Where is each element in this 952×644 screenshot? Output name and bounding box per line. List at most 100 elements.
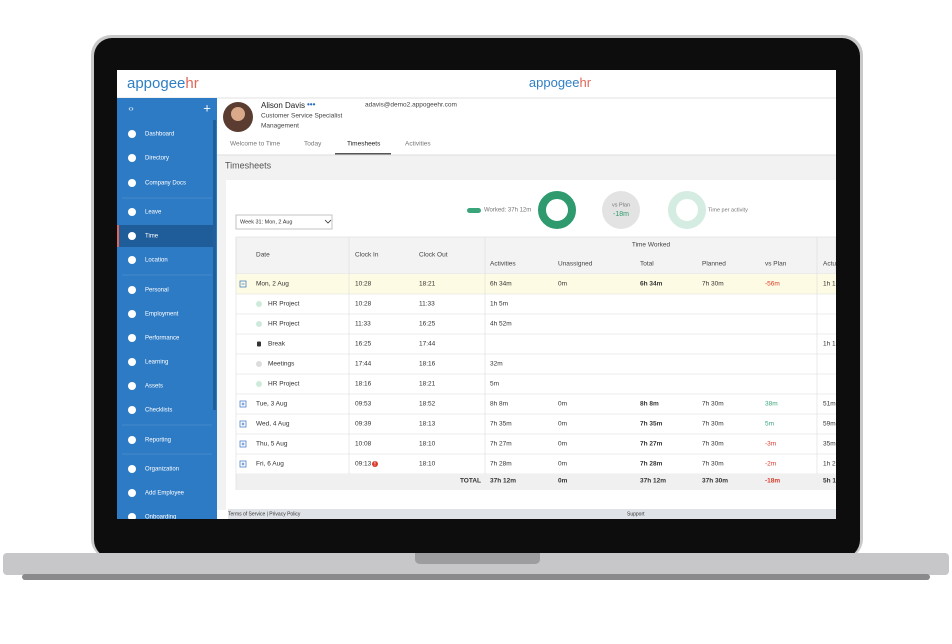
- cell-vs-plan: -3m: [765, 441, 776, 448]
- profile-name: Alison Davis: [261, 101, 305, 110]
- sidebar-item[interactable]: Checklists: [145, 408, 172, 414]
- cell-clock-out: 18:16: [419, 361, 436, 368]
- cell-clock-out: 18:10: [419, 461, 436, 468]
- tab[interactable]: Welcome to Time: [230, 141, 280, 148]
- sidebar-scrollbar: [213, 120, 216, 410]
- total-actual: 5h 1: [823, 478, 836, 485]
- tab[interactable]: Timesheets: [347, 141, 381, 148]
- tab[interactable]: Activities: [405, 141, 431, 148]
- footer-support[interactable]: Support: [627, 511, 645, 517]
- sidebar-item[interactable]: Reporting: [145, 438, 171, 444]
- sidebar-item[interactable]: Company Docs: [145, 181, 186, 187]
- sidebar-item[interactable]: Location: [145, 258, 168, 264]
- activity-donut: [668, 191, 706, 229]
- sidebar-icon: [128, 130, 136, 138]
- cell-total: 7h 28m: [640, 461, 663, 468]
- sidebar-item[interactable]: Directory: [145, 156, 169, 162]
- expand-button[interactable]: [239, 440, 247, 448]
- column-header: vs Plan: [765, 261, 787, 268]
- page-title: Timesheets: [225, 160, 272, 170]
- tab-underline: [335, 153, 391, 155]
- cell-unassigned: 0m: [558, 421, 567, 428]
- expand-button[interactable]: [239, 420, 247, 428]
- column-header: Unassigned: [558, 261, 593, 268]
- worked-pill: [467, 208, 481, 213]
- sidebar-icon: [128, 465, 136, 473]
- worked-label: Worked: 37h 12m: [484, 208, 531, 214]
- cell-activities: 32m: [490, 361, 503, 368]
- collapse-button[interactable]: [239, 280, 247, 288]
- cell-clock-out: 18:21: [419, 381, 436, 388]
- button-sign: [241, 462, 245, 466]
- sidebar-item[interactable]: Employment: [145, 312, 179, 318]
- table-header-bg: [235, 236, 836, 275]
- cell-actual: 1h 1: [823, 341, 836, 348]
- sidebar-item[interactable]: Performance: [145, 336, 180, 342]
- entry-name: Break: [268, 341, 286, 348]
- avatar-face: [231, 107, 245, 121]
- cell-clock-in: 11:33: [355, 321, 371, 328]
- sidebar-item[interactable]: Personal: [145, 288, 169, 294]
- sidebar-item[interactable]: Time: [145, 234, 159, 240]
- vs-plan-value: -18m: [613, 211, 629, 218]
- sidebar-icon: [128, 208, 136, 216]
- cell-unassigned: 0m: [558, 281, 567, 288]
- vs-plan-label: vs Plan: [612, 202, 630, 208]
- sidebar-icon: [128, 232, 136, 240]
- profile-menu[interactable]: •••: [307, 100, 316, 109]
- cell-vs-plan: 5m: [765, 421, 774, 428]
- sidebar-item[interactable]: Learning: [145, 360, 168, 366]
- sidebar-icon: [128, 179, 136, 187]
- logo[interactable]: appogeehr: [127, 75, 199, 92]
- activity-dot: [256, 301, 262, 307]
- cell-activities: 6h 34m: [490, 281, 512, 288]
- sidebar-item[interactable]: Dashboard: [145, 132, 174, 138]
- column-header: Actu: [823, 261, 836, 268]
- cell-vs-plan: -56m: [765, 281, 780, 288]
- entry-name: HR Project: [268, 381, 300, 388]
- cell-date: Thu, 5 Aug: [256, 441, 288, 448]
- logo-suffix: hr: [185, 75, 198, 92]
- activity-dot: [256, 321, 262, 327]
- cell-clock-in: 10:28: [355, 281, 372, 288]
- total-activities: 37h 12m: [490, 478, 516, 485]
- cell-clock-in: 09:13: [355, 461, 372, 468]
- cell-actual: 1h 2: [823, 461, 836, 468]
- cell-total: 7h 27m: [640, 441, 663, 448]
- cell-date: Fri, 6 Aug: [256, 461, 284, 468]
- column-header: Clock In: [355, 252, 379, 259]
- collapse-icon[interactable]: ‹›: [128, 104, 134, 113]
- total-planned: 37h 30m: [702, 478, 728, 485]
- cell-activities: 7h 35m: [490, 421, 512, 428]
- center-logo: appogeehr: [529, 75, 592, 90]
- sidebar-icon: [128, 286, 136, 294]
- add-icon[interactable]: +: [203, 100, 211, 115]
- footer-links[interactable]: Terms of Service | Privacy Policy: [228, 511, 301, 517]
- sidebar-item[interactable]: Assets: [145, 384, 163, 390]
- cell-clock-out: 17:44: [419, 341, 436, 348]
- button-sign: [241, 442, 245, 446]
- button-sign: [241, 402, 245, 406]
- week-select[interactable]: [235, 214, 333, 230]
- cell-activities: 7h 28m: [490, 461, 512, 468]
- cell-clock-in: 16:25: [355, 341, 372, 348]
- cell-clock-in: 17:44: [355, 361, 372, 368]
- sidebar-item[interactable]: Onboarding: [145, 515, 176, 521]
- cell-clock-in: 10:08: [355, 441, 372, 448]
- sidebar-item[interactable]: Leave: [145, 210, 162, 216]
- expand-button[interactable]: [239, 460, 247, 468]
- expand-button[interactable]: [239, 400, 247, 408]
- sidebar-icon: [128, 256, 136, 264]
- button-sign: [241, 422, 245, 426]
- total-vs-plan: -18m: [765, 478, 780, 485]
- cell-clock-in: 09:39: [355, 421, 372, 428]
- sidebar-icon: [128, 358, 136, 366]
- cell-planned: 7h 30m: [702, 281, 724, 288]
- tab[interactable]: Today: [304, 141, 322, 148]
- total-row-bg: [236, 474, 836, 490]
- sidebar-item[interactable]: Organization: [145, 467, 179, 473]
- sidebar-item[interactable]: Add Employee: [145, 491, 185, 497]
- sidebar: [117, 98, 217, 519]
- cell-clock-out: 18:21: [419, 281, 436, 288]
- entry-name: HR Project: [268, 321, 300, 328]
